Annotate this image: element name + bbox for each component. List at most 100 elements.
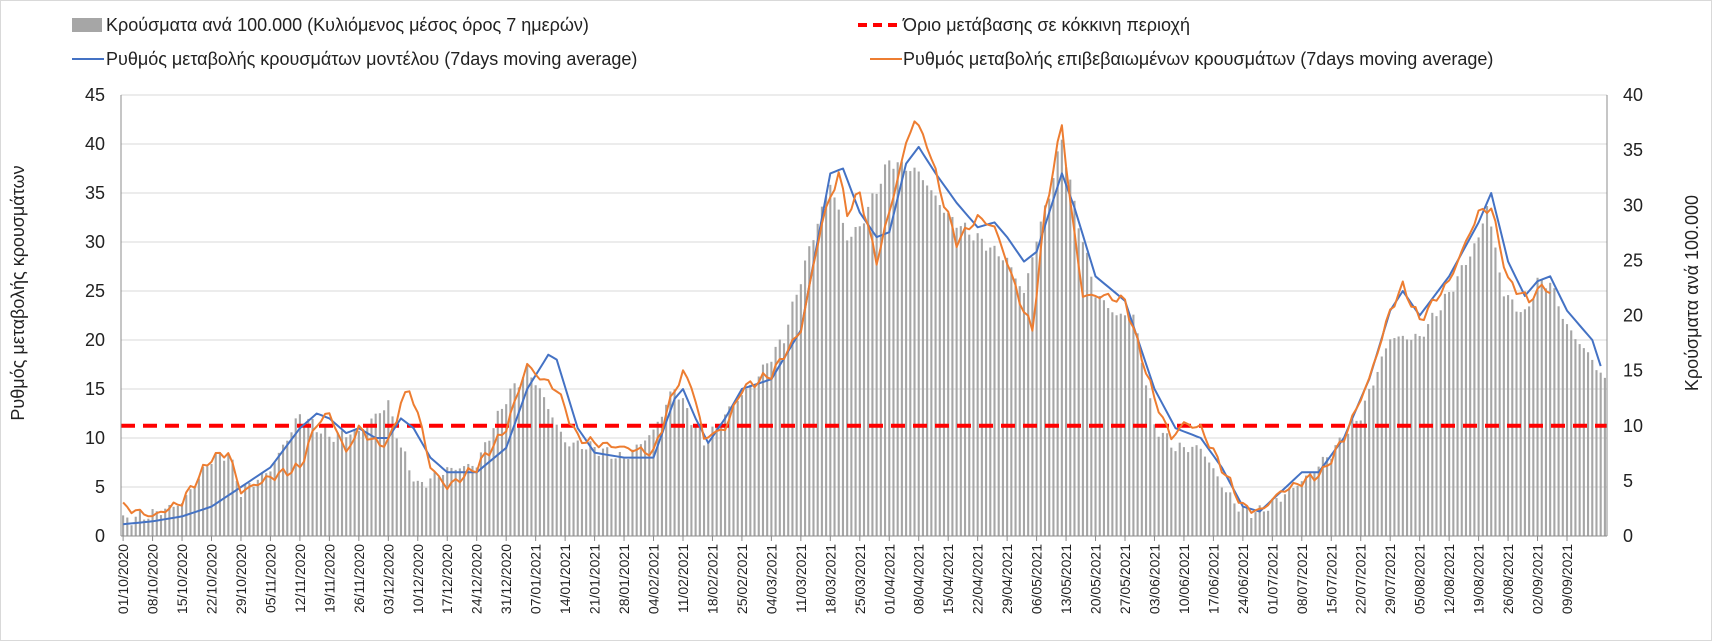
bar (1363, 400, 1366, 536)
x-tick-label: 08/04/2021 (911, 544, 927, 614)
bar (433, 472, 436, 536)
bar (1275, 498, 1278, 536)
bar (1208, 462, 1211, 536)
bar (425, 487, 428, 536)
bar (492, 428, 495, 536)
bar (635, 444, 638, 536)
bar (1410, 339, 1413, 536)
bar (168, 504, 171, 536)
bar (745, 389, 748, 536)
bar (239, 497, 243, 536)
bar (1401, 335, 1404, 536)
bar (597, 455, 600, 536)
bar (1027, 273, 1030, 536)
bar (269, 471, 272, 536)
bar (963, 222, 967, 536)
bar (740, 395, 743, 536)
x-tick-label: 10/06/2021 (1176, 544, 1192, 614)
bar (543, 397, 546, 536)
bar (387, 400, 390, 536)
bar (1330, 458, 1333, 536)
bar (122, 515, 125, 536)
x-tick-label: 03/12/2020 (380, 544, 396, 614)
bar (1603, 377, 1606, 536)
bar (1389, 339, 1392, 536)
y2-tick-label: 15 (1623, 361, 1643, 381)
bar (1250, 517, 1253, 536)
bar (622, 458, 626, 536)
x-tick-label: 21/01/2021 (587, 544, 603, 614)
bar (1435, 316, 1438, 536)
bar (1174, 451, 1177, 536)
bar (1338, 437, 1341, 536)
bar (1220, 487, 1223, 536)
bar (340, 430, 344, 536)
bar (324, 427, 327, 536)
bar (256, 479, 259, 536)
x-tick-label: 08/07/2021 (1294, 544, 1310, 614)
bar (555, 424, 558, 536)
bar (804, 260, 807, 536)
bar (867, 206, 870, 537)
bar (1073, 200, 1076, 537)
bar (1043, 205, 1047, 536)
bar (1502, 296, 1505, 536)
bar (1372, 385, 1375, 536)
bar (846, 240, 849, 536)
bar (1144, 385, 1148, 536)
bar (362, 428, 365, 536)
bar (1591, 359, 1594, 536)
x-tick-label: 19/08/2021 (1471, 544, 1487, 614)
bar (888, 160, 891, 537)
bar (1351, 419, 1354, 536)
bar (1267, 510, 1270, 536)
bar (985, 250, 988, 536)
bar (1157, 436, 1160, 536)
bar (1203, 456, 1207, 536)
bar (1136, 333, 1139, 536)
y-tick-label: 10 (85, 428, 105, 448)
bar (753, 384, 756, 536)
x-tick-label: 26/11/2020 (351, 544, 367, 613)
bar (345, 437, 348, 536)
bar (677, 399, 680, 536)
bar (1570, 330, 1573, 536)
bar (719, 424, 722, 536)
bar (1565, 324, 1569, 536)
bar (572, 442, 575, 536)
bar (829, 184, 832, 536)
bar (1393, 338, 1396, 536)
bar (298, 414, 301, 536)
bar (665, 404, 668, 536)
bar (176, 505, 179, 536)
bar (989, 247, 992, 536)
bar (601, 448, 605, 536)
x-tick-label: 24/12/2020 (469, 544, 485, 614)
bar (1359, 420, 1362, 536)
x-tick-label: 17/06/2021 (1205, 544, 1221, 614)
bar (724, 414, 727, 536)
bar (795, 294, 798, 536)
bar (833, 197, 836, 537)
bar (357, 430, 360, 536)
bar (715, 424, 718, 536)
bar (905, 170, 908, 536)
bar (892, 168, 895, 536)
bar (690, 425, 693, 536)
bar (837, 209, 840, 536)
x-tick-label: 14/01/2021 (557, 544, 573, 614)
bar (1246, 508, 1249, 536)
bar (517, 387, 520, 536)
bar (1460, 265, 1463, 536)
line-series (122, 120, 1602, 526)
bar (454, 469, 457, 536)
bar (286, 440, 289, 536)
bar (1069, 179, 1072, 537)
bar (172, 506, 175, 536)
x-tick-label: 11/02/2021 (675, 544, 691, 613)
bar (618, 451, 621, 536)
bar (1065, 167, 1068, 536)
x-tick-label: 22/04/2021 (970, 544, 986, 614)
bar (1102, 300, 1106, 536)
